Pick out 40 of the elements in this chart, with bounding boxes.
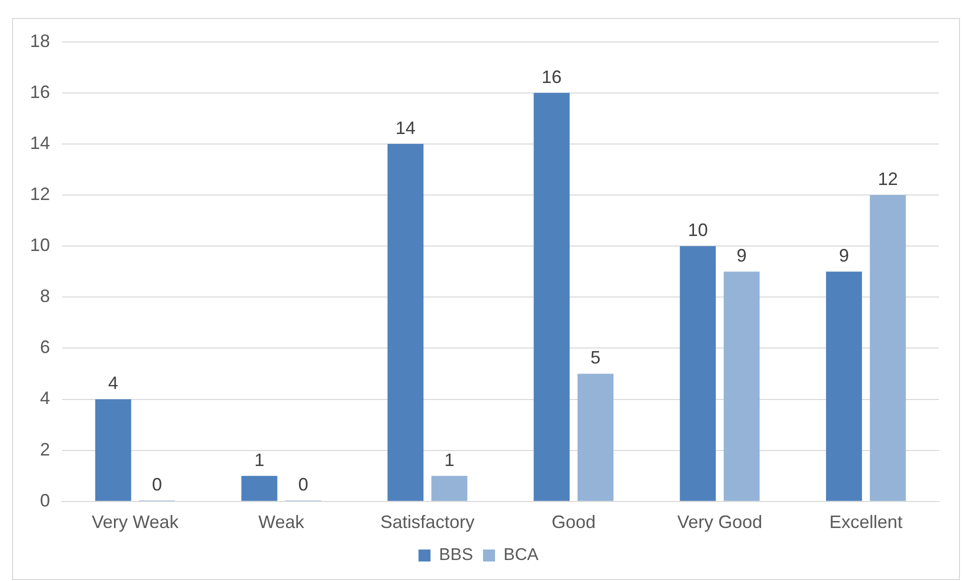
data-label: 4 bbox=[108, 373, 118, 394]
x-tick-label: Good bbox=[552, 512, 596, 532]
data-label: 14 bbox=[395, 118, 416, 138]
data-label: 9 bbox=[838, 246, 849, 266]
data-label: 9 bbox=[736, 246, 747, 266]
bar bbox=[578, 374, 614, 501]
y-tick-label: 18 bbox=[30, 30, 50, 51]
legend-label: BBS bbox=[439, 545, 474, 564]
data-label: 5 bbox=[590, 348, 601, 368]
x-tick-label: Satisfactory bbox=[380, 512, 474, 532]
x-tick-label: Excellent bbox=[829, 512, 902, 532]
data-label: 1 bbox=[254, 450, 264, 470]
y-tick-label: 16 bbox=[30, 82, 50, 102]
bar bbox=[431, 476, 468, 501]
bar bbox=[680, 246, 716, 501]
legend-label: BCA bbox=[504, 545, 540, 564]
y-tick-label: 10 bbox=[30, 235, 50, 256]
bar bbox=[95, 399, 132, 501]
data-label: 10 bbox=[688, 220, 708, 240]
data-label: 0 bbox=[152, 474, 162, 494]
data-label: 12 bbox=[878, 168, 898, 189]
y-tick-label: 12 bbox=[30, 184, 50, 204]
data-label: 16 bbox=[542, 66, 562, 87]
x-tick-label: Very Good bbox=[677, 512, 762, 532]
data-label: 1 bbox=[444, 450, 454, 470]
bar bbox=[241, 476, 278, 501]
y-tick-label: 2 bbox=[40, 439, 50, 460]
bar bbox=[534, 92, 570, 501]
bar bbox=[724, 272, 760, 501]
y-tick-label: 14 bbox=[30, 132, 50, 153]
y-tick-label: 6 bbox=[40, 337, 50, 358]
bar bbox=[388, 144, 424, 501]
x-tick-label: Weak bbox=[258, 512, 306, 532]
y-tick-label: 8 bbox=[40, 286, 50, 306]
bar bbox=[826, 272, 862, 501]
y-tick-label: 4 bbox=[40, 388, 50, 408]
data-label: 0 bbox=[298, 474, 308, 494]
bar bbox=[870, 195, 906, 501]
y-tick-label: 0 bbox=[40, 490, 50, 510]
x-tick-label: Very Weak bbox=[92, 512, 180, 532]
